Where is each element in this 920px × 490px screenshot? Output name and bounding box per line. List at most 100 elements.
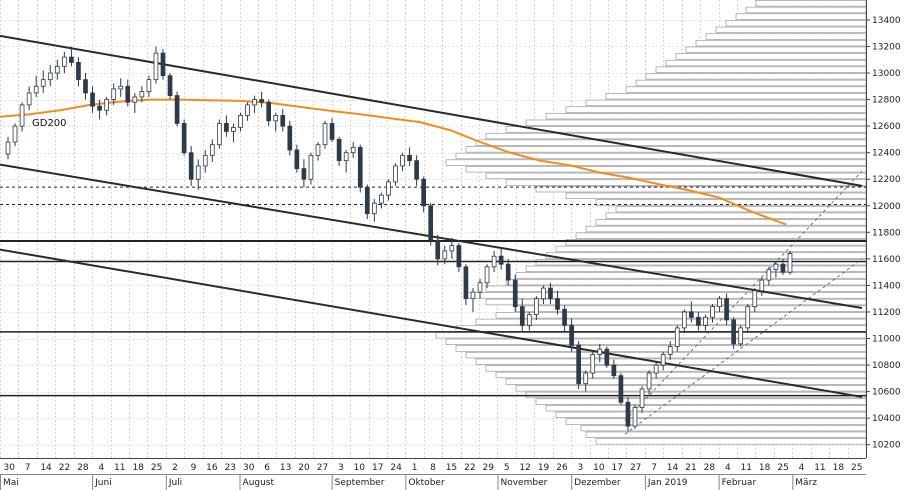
x-month-label: Juni <box>94 478 112 488</box>
candle-body <box>266 101 272 122</box>
x-tick-label: 19 <box>538 463 550 473</box>
candle-body <box>548 287 553 300</box>
x-month-label: Dezember <box>574 478 621 488</box>
candle-body <box>26 92 32 106</box>
y-tick-label: 10400 <box>872 414 901 424</box>
x-month-label: Juli <box>168 478 182 488</box>
candle-body <box>76 61 81 81</box>
x-tick-label: 21 <box>685 463 696 473</box>
candle-body <box>160 52 166 77</box>
x-tick-label: 25 <box>777 463 788 473</box>
candle-body <box>696 316 701 326</box>
candle-body <box>90 92 95 107</box>
volume-profile-bar <box>505 179 867 186</box>
volume-profile-bar <box>565 418 867 425</box>
trend-channel-line <box>0 248 863 398</box>
volume-profile-bar <box>515 272 867 279</box>
x-tick-label: 22 <box>59 463 70 473</box>
candle-body <box>590 354 596 374</box>
volume-profile-bar <box>545 405 867 412</box>
volume-profile-bar <box>635 79 867 87</box>
volume-profile-bar <box>445 159 867 166</box>
volume-profile-bar <box>575 232 867 239</box>
x-tick-label: 22 <box>464 463 475 473</box>
candle-body <box>766 269 772 281</box>
candle-body <box>97 105 102 111</box>
candle-body <box>62 56 67 67</box>
x-tick-label: 3 <box>578 463 584 473</box>
candle-body <box>526 314 532 326</box>
candle-body <box>562 308 567 326</box>
candle-body <box>470 291 476 300</box>
x-tick-label: 17 <box>372 463 383 473</box>
volume-profile-bar <box>715 26 867 34</box>
candle-body <box>498 255 504 265</box>
candle-body <box>456 245 462 268</box>
candle-body <box>364 186 370 215</box>
candle-body <box>541 287 546 300</box>
x-tick-label: 9 <box>191 463 197 473</box>
candle-body <box>512 279 518 308</box>
y-tick-label: 12400 <box>872 149 901 159</box>
x-tick-label: 14 <box>667 463 679 473</box>
x-tick-label: 18 <box>132 463 144 473</box>
volume-profile-bar <box>605 93 867 100</box>
y-tick-label: 10200 <box>872 441 901 451</box>
candle-body <box>674 327 680 347</box>
volume-profile-bar <box>455 345 867 352</box>
candle-body <box>153 52 159 81</box>
candle-body <box>407 154 412 162</box>
x-tick-label: 30 <box>3 463 15 473</box>
candle-body <box>217 123 222 146</box>
x-tick-label: 11 <box>114 463 125 473</box>
volume-profile-bar <box>755 0 867 7</box>
candle-body <box>738 327 744 345</box>
x-tick-label: 17 <box>612 463 623 473</box>
candle-body <box>174 95 180 124</box>
candles-layer <box>5 46 793 432</box>
candle-body <box>329 123 335 140</box>
candle-body <box>724 298 729 321</box>
candle-body <box>731 319 736 345</box>
candle-body <box>238 115 243 128</box>
candle-body <box>689 311 694 318</box>
candle-body <box>519 306 525 326</box>
candle-body <box>660 354 666 366</box>
candle-body <box>639 388 645 408</box>
volume-profile-bar <box>735 13 867 20</box>
volume-profile-bar <box>465 166 867 173</box>
volume-profile-bar <box>555 245 867 253</box>
volume-profile-bar <box>485 365 867 372</box>
y-tick-label: 13400 <box>872 16 901 26</box>
x-month-label: Jan 2019 <box>647 478 688 488</box>
volume-profile-bar <box>645 73 867 80</box>
candle-body <box>625 401 631 427</box>
volume-profile-bar <box>585 431 867 438</box>
candle-body <box>477 282 483 293</box>
candle-body <box>287 125 293 151</box>
x-tick-label: 7 <box>25 463 31 473</box>
x-month-label: Februar <box>722 478 757 488</box>
candle-body <box>54 65 60 74</box>
x-tick-label: 27 <box>317 463 328 473</box>
candle-body <box>19 104 25 127</box>
x-tick-label: 4 <box>98 463 104 473</box>
volume-profile-bar <box>745 6 867 14</box>
y-tick-label: 11000 <box>872 335 901 345</box>
y-tick-label: 11400 <box>872 281 901 291</box>
volume-profile-bar <box>545 252 867 259</box>
x-tick-label: 24 <box>390 463 402 473</box>
x-axis: 30 7 14 22 28 4 11 18 25 2 9 16 23 30 6 13 20 27 3 10 17 24 1 8… <box>0 458 866 490</box>
x-tick-label: 28 <box>704 463 716 473</box>
candle-body <box>773 263 779 270</box>
x-tick-label: 25 <box>851 463 862 473</box>
candle-body <box>209 144 215 156</box>
y-tick-label: 13000 <box>872 69 901 79</box>
volume-profile-bar <box>695 39 867 47</box>
candle-body <box>611 364 617 377</box>
candle-body <box>555 298 560 310</box>
candle-body <box>583 372 589 385</box>
x-month-label: Mai <box>3 478 19 488</box>
candle-body <box>315 144 321 156</box>
candle-body <box>273 115 279 122</box>
